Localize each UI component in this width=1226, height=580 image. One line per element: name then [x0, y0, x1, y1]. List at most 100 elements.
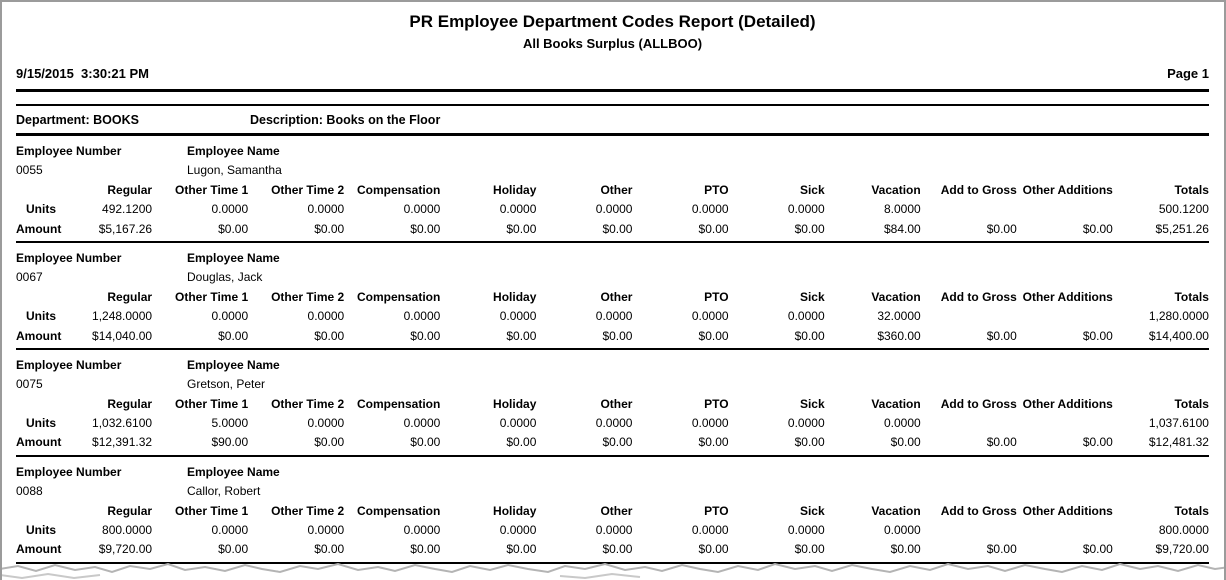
- units-row-label: Units: [26, 309, 56, 324]
- units-cell: 0.0000: [307, 309, 345, 324]
- employee-number-label: Employee Number: [16, 357, 122, 372]
- units-row: Units 1,032.6100 5.0000 0.0000 0.0000 0.0000…: [16, 414, 1209, 433]
- row-label-spacer: [16, 181, 56, 200]
- column-header: PTO: [704, 182, 729, 197]
- column-header: Other Time 1: [175, 396, 249, 411]
- rule-above-department: [16, 104, 1209, 106]
- amount-row-label: Amount: [16, 328, 62, 343]
- description-value: Books on the Floor: [326, 113, 441, 127]
- torn-edge-line: [2, 562, 1224, 574]
- employee-number-value: 0088: [16, 484, 43, 499]
- column-header-row: Regular Other Time 1 Other Time 2 Compensat…: [16, 395, 1209, 414]
- column-header: Add to Gross: [940, 396, 1017, 411]
- column-header: Other: [600, 396, 633, 411]
- column-header: Compensation: [356, 289, 441, 304]
- units-cell: 32.0000: [877, 309, 921, 324]
- description-text: Description: Books on the Floor: [250, 112, 440, 129]
- units-cell: [921, 414, 1017, 433]
- column-header: Add to Gross: [940, 182, 1017, 197]
- column-header: Compensation: [356, 182, 441, 197]
- page-number: Page 1: [1167, 66, 1209, 81]
- employee-name-label: Employee Name: [187, 250, 280, 265]
- description-label: Description:: [250, 113, 323, 127]
- amount-cell: $0.00: [986, 328, 1017, 343]
- department-text: Department: BOOKS: [16, 113, 139, 127]
- amount-cell: $0.00: [986, 542, 1017, 557]
- units-cell: 0.0000: [499, 309, 537, 324]
- amount-cell: $0.00: [794, 435, 825, 450]
- amount-cell: $0.00: [218, 221, 249, 236]
- employee-blocks: Employee Number Employee Name 0055 Lugon…: [16, 136, 1209, 564]
- units-row: Units 800.0000 0.0000 0.0000 0.0000 0.0000 0.…: [16, 521, 1209, 540]
- employee-value-row: 0088 Callor, Robert: [16, 482, 1209, 501]
- amount-cell: $0.00: [410, 221, 441, 236]
- employee-number-label: Employee Number: [16, 464, 122, 479]
- amount-cell: $90.00: [211, 435, 249, 450]
- employee-label-row: Employee Number Employee Name: [16, 356, 1209, 375]
- amount-cell: $0.00: [698, 328, 729, 343]
- units-cell: [1017, 414, 1113, 433]
- column-header: Other: [600, 182, 633, 197]
- units-cell: 0.0000: [499, 202, 537, 217]
- column-header: Regular: [107, 182, 153, 197]
- column-header: Other Time 2: [271, 289, 345, 304]
- amount-cell: $0.00: [1082, 328, 1113, 343]
- employee-name-label: Employee Name: [187, 144, 280, 158]
- units-cell: 0.0000: [787, 523, 825, 538]
- amount-cell: $9,720.00: [1155, 542, 1209, 557]
- units-cell: 0.0000: [307, 523, 345, 538]
- employee-number-label: Employee Number: [16, 144, 122, 158]
- employee-value-row: 0067 Douglas, Jack: [16, 268, 1209, 287]
- column-header: Other Time 1: [175, 289, 249, 304]
- amount-cell: $0.00: [986, 435, 1017, 450]
- column-header-row: Regular Other Time 1 Other Time 2 Compensat…: [16, 288, 1209, 307]
- column-header: Other Time 2: [271, 503, 345, 518]
- units-cell: 0.0000: [499, 523, 537, 538]
- amount-cell: $0.00: [602, 328, 633, 343]
- column-header: Totals: [1174, 289, 1209, 304]
- column-header: Sick: [799, 182, 825, 197]
- units-cell: 1,037.6100: [1148, 416, 1209, 431]
- units-row: Units 1,248.0000 0.0000 0.0000 0.0000 0.0000…: [16, 307, 1209, 326]
- units-row: Units 492.1200 0.0000 0.0000 0.0000 0.0000 0.…: [16, 200, 1209, 219]
- amount-cell: $0.00: [986, 221, 1017, 236]
- rule-under-date: [16, 89, 1209, 92]
- meta-row: 9/15/2015 3:30:21 PM Page 1: [16, 65, 1209, 82]
- row-label-spacer: [16, 502, 56, 521]
- column-header: Other Time 2: [271, 396, 345, 411]
- column-header: Compensation: [356, 396, 441, 411]
- department-label: Department:: [16, 113, 90, 127]
- column-header: Regular: [107, 396, 153, 411]
- amount-cell: $0.00: [602, 542, 633, 557]
- column-header: Holiday: [493, 503, 537, 518]
- column-header: Add to Gross: [940, 503, 1017, 518]
- units-cell: 800.0000: [102, 523, 153, 538]
- units-cell: 0.0000: [691, 523, 729, 538]
- units-cell: 0.0000: [211, 309, 249, 324]
- units-cell: [1017, 521, 1113, 540]
- department-name: BOOKS: [93, 113, 139, 127]
- amount-cell: $14,040.00: [92, 328, 153, 343]
- units-cell: 0.0000: [211, 202, 249, 217]
- column-header: Vacation: [871, 182, 921, 197]
- amount-cell: $0.00: [890, 542, 921, 557]
- amount-row: Amount $5,167.26 $0.00 $0.00 $0.00 $0.00 $0.0…: [16, 220, 1209, 239]
- units-cell: [1017, 307, 1113, 326]
- units-cell: 0.0000: [884, 416, 921, 431]
- amount-cell: $0.00: [506, 221, 537, 236]
- amount-cell: $0.00: [794, 328, 825, 343]
- column-header: Other Time 1: [175, 182, 249, 197]
- column-header: PTO: [704, 503, 729, 518]
- units-cell: [921, 200, 1017, 219]
- column-header: Totals: [1174, 396, 1209, 411]
- amount-cell: $0.00: [410, 435, 441, 450]
- column-header: Holiday: [493, 396, 537, 411]
- units-cell: 0.0000: [595, 309, 633, 324]
- units-cell: 0.0000: [787, 416, 825, 431]
- units-cell: 0.0000: [307, 416, 345, 431]
- column-header: Holiday: [493, 182, 537, 197]
- amount-cell: $0.00: [602, 435, 633, 450]
- employee-block: Employee Number Employee Name 0067 Dougl…: [16, 243, 1209, 350]
